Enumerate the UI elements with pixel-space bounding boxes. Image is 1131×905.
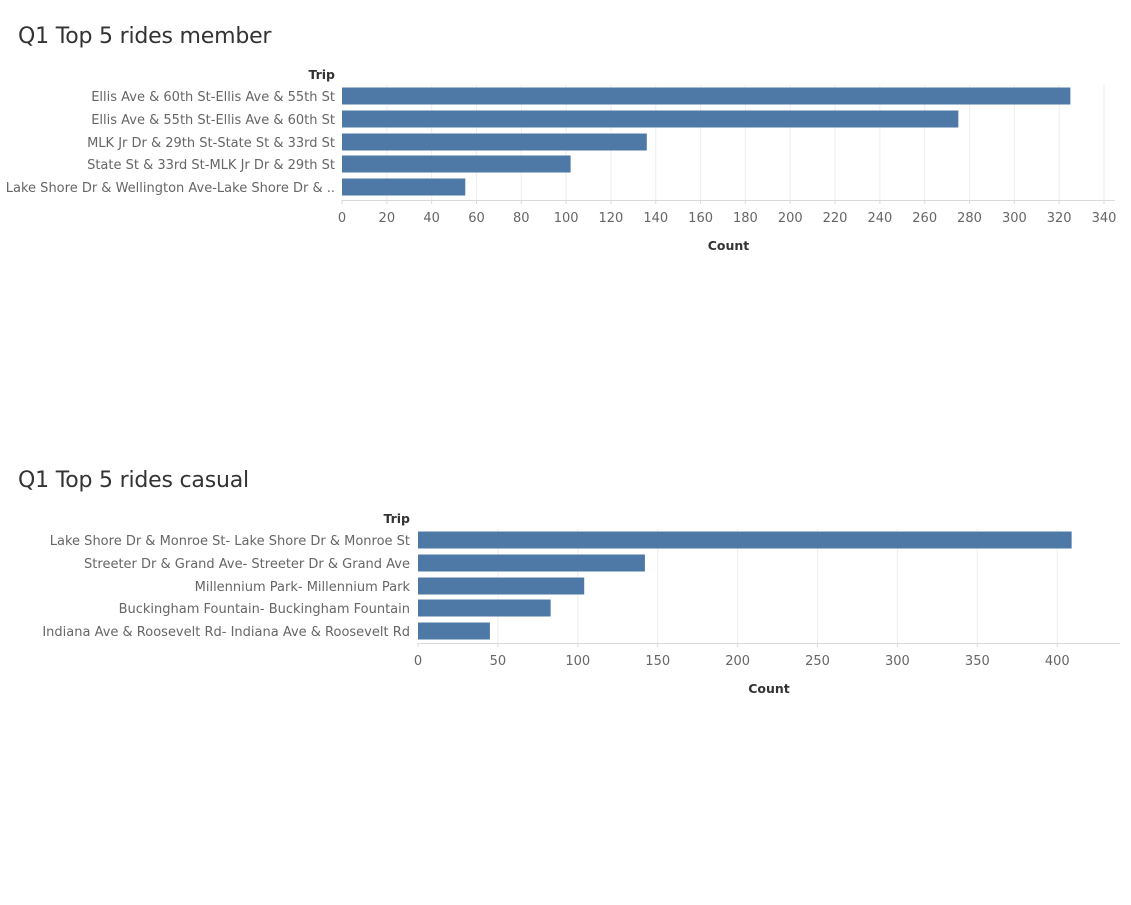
x-tick-label: 220	[823, 211, 848, 226]
x-tick-label: 260	[912, 211, 937, 226]
bar-member-5[interactable]	[342, 178, 466, 196]
bar-member-4[interactable]	[342, 155, 571, 173]
x-tick-label: 350	[965, 654, 990, 669]
bar-casual-2[interactable]	[418, 554, 645, 572]
category-label: Lake Shore Dr & Wellington Ave-Lake Shor…	[6, 181, 335, 196]
x-tick-label: 20	[379, 211, 396, 226]
bar-member-1[interactable]	[342, 87, 1071, 105]
x-tick-label: 50	[490, 654, 507, 669]
category-label: State St & 33rd St-MLK Jr Dr & 29th St	[87, 158, 335, 173]
category-label: Buckingham Fountain- Buckingham Fountain	[119, 602, 410, 617]
bar-casual-1[interactable]	[418, 531, 1072, 549]
x-axis-title: Count	[748, 681, 790, 696]
x-tick-label: 200	[725, 654, 750, 669]
member-bar-chart: Trip Ellis Ave & 60th St-Ellis Ave & 55th…	[6, 67, 1117, 253]
x-tick-label: 140	[643, 211, 668, 226]
category-label: Lake Shore Dr & Monroe St- Lake Shore Dr…	[50, 534, 410, 549]
category-label: Streeter Dr & Grand Ave- Streeter Dr & G…	[84, 557, 410, 572]
x-tick-label: 160	[688, 211, 713, 226]
x-tick-label: 120	[599, 211, 624, 226]
x-tick-label: 400	[1045, 654, 1070, 669]
x-tick-label: 60	[468, 211, 485, 226]
x-tick-label: 200	[778, 211, 803, 226]
x-tick-label: 320	[1047, 211, 1072, 226]
x-tick-label: 250	[805, 654, 830, 669]
category-label: MLK Jr Dr & 29th St-State St & 33rd St	[87, 136, 335, 151]
casual-bar-chart: Trip Lake Shore Dr & Monroe St- Lake Shor…	[42, 511, 1120, 696]
bar-casual-5[interactable]	[418, 622, 490, 640]
category-label: Millennium Park- Millennium Park	[195, 580, 411, 595]
x-axis-title: Count	[708, 238, 750, 253]
x-tick-label: 0	[338, 211, 346, 226]
x-tick-label: 180	[733, 211, 758, 226]
bar-member-2[interactable]	[342, 110, 959, 128]
category-label: Indiana Ave & Roosevelt Rd- Indiana Ave …	[42, 625, 410, 640]
category-label: Ellis Ave & 60th St-Ellis Ave & 55th St	[91, 90, 335, 105]
category-label: Ellis Ave & 55th St-Ellis Ave & 60th St	[91, 113, 335, 128]
chart-title-casual: Q1 Top 5 rides casual	[18, 468, 249, 493]
y-axis-title: Trip	[383, 511, 410, 526]
x-tick-label: 100	[565, 654, 590, 669]
x-tick-label: 150	[645, 654, 670, 669]
x-tick-label: 300	[1002, 211, 1027, 226]
chart-title-member: Q1 Top 5 rides member	[18, 24, 272, 49]
x-tick-label: 40	[423, 211, 440, 226]
bar-member-3[interactable]	[342, 133, 647, 151]
bar-casual-4[interactable]	[418, 599, 551, 617]
y-axis-title: Trip	[308, 67, 335, 82]
x-tick-label: 100	[554, 211, 579, 226]
bar-casual-3[interactable]	[418, 577, 585, 595]
x-tick-label: 240	[867, 211, 892, 226]
x-tick-label: 280	[957, 211, 982, 226]
x-tick-label: 300	[885, 654, 910, 669]
x-tick-label: 80	[513, 211, 530, 226]
x-tick-label: 0	[414, 654, 422, 669]
x-tick-label: 340	[1092, 211, 1117, 226]
